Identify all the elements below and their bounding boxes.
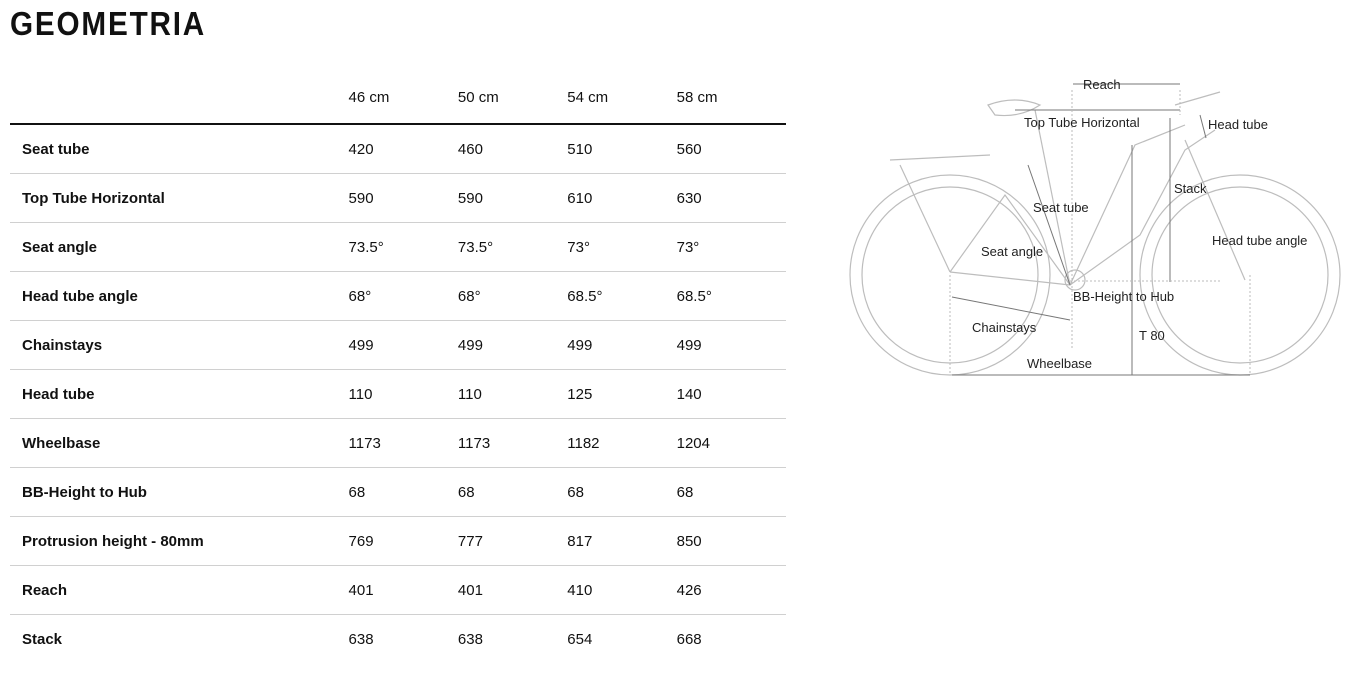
cell-value: 410 xyxy=(567,565,677,615)
row-label: Stack xyxy=(22,630,63,648)
row-label: Seat tube xyxy=(10,124,349,174)
column-header: 50 cm xyxy=(457,72,568,125)
cell-value: 68.5° xyxy=(676,271,786,321)
table-row: BB-Height to Hub 68 68 68 68 xyxy=(10,467,786,517)
row-label: Seat angle xyxy=(10,222,349,272)
cell-value: 110 xyxy=(457,369,568,419)
geometry-table: 46 cm 50 cm 54 cm 58 cm Seat tube 420 460 5… xyxy=(10,72,786,663)
cell-value: 1173 xyxy=(457,418,568,468)
cell-value: 73.5° xyxy=(457,222,568,272)
cell-value: 401 xyxy=(457,565,568,615)
cell-value: 68.5° xyxy=(567,271,677,321)
cell-value: 401 xyxy=(348,565,458,615)
cell-value: 73.5° xyxy=(348,222,458,272)
table-row: Stack 638 638 654 668 xyxy=(10,615,786,664)
cell-value: 68 xyxy=(676,467,786,517)
cell-value: 73° xyxy=(676,222,786,272)
cell-value: 668 xyxy=(676,630,702,648)
table-row: Chainstays 499 499 499 499 xyxy=(10,320,786,370)
label-head-tube-angle: Head tube angle xyxy=(1212,233,1308,248)
cell-value: 630 xyxy=(676,173,786,223)
label-seat-angle: Seat angle xyxy=(981,244,1044,259)
table-row: Seat tube 420 460 510 560 xyxy=(10,124,786,174)
cell-value: 590 xyxy=(348,173,458,223)
cell-value: 1182 xyxy=(567,418,677,468)
cell-value: 73° xyxy=(567,222,677,272)
cell-value: 499 xyxy=(348,320,458,370)
bike-geometry-diagram: Reach Top Tube Horizontal Head tube Stac… xyxy=(840,70,1350,390)
page-title: GEOMETRIA xyxy=(10,5,207,42)
label-t80: T 80 xyxy=(1139,328,1165,343)
row-label: Protrusion height - 80mm xyxy=(10,516,349,566)
cell-value: 68° xyxy=(348,271,458,321)
table-row: Head tube angle 68° 68° 68.5° 68.5° xyxy=(10,271,786,321)
label-reach: Reach xyxy=(1083,77,1121,92)
cell-value: 460 xyxy=(457,124,568,174)
column-header: 54 cm xyxy=(567,72,677,125)
bike-illustration xyxy=(849,83,1341,376)
cell-value: 426 xyxy=(676,565,786,615)
cell-value: 590 xyxy=(457,173,568,223)
cell-value: 510 xyxy=(567,124,677,174)
table-row: Wheelbase 1173 1173 1182 1204 xyxy=(10,418,786,468)
label-head-tube: Head tube xyxy=(1208,117,1268,132)
cell-value: 560 xyxy=(676,124,786,174)
cell-value: 638 xyxy=(348,630,374,648)
cell-value: 638 xyxy=(457,630,483,648)
column-header xyxy=(10,72,349,125)
cell-value: 1204 xyxy=(676,418,786,468)
row-label: Head tube angle xyxy=(10,271,349,321)
cell-value: 68 xyxy=(567,467,677,517)
cell-value: 610 xyxy=(567,173,677,223)
table-row: Protrusion height - 80mm 769 777 817 850 xyxy=(10,516,786,566)
cell-value: 1173 xyxy=(348,418,458,468)
row-label: Top Tube Horizontal xyxy=(10,173,349,223)
label-chainstays: Chainstays xyxy=(972,320,1037,335)
row-label: BB-Height to Hub xyxy=(10,467,349,517)
label-stack: Stack xyxy=(1174,181,1207,196)
row-label: Wheelbase xyxy=(10,418,349,468)
cell-value: 68 xyxy=(348,467,458,517)
cell-value: 68° xyxy=(457,271,568,321)
table-row: Head tube 110 110 125 140 xyxy=(10,369,786,419)
column-header: 58 cm xyxy=(676,72,786,125)
cell-value: 850 xyxy=(676,516,786,566)
cell-value: 140 xyxy=(676,369,786,419)
label-bb-height: BB-Height to Hub xyxy=(1073,289,1175,304)
cell-value: 817 xyxy=(567,516,677,566)
cell-value: 769 xyxy=(348,516,458,566)
cell-value: 68 xyxy=(457,467,568,517)
row-label: Head tube xyxy=(10,369,349,419)
table-row: Seat angle 73.5° 73.5° 73° 73° xyxy=(10,222,786,272)
label-wheelbase: Wheelbase xyxy=(1027,356,1093,371)
column-header: 46 cm xyxy=(348,72,458,125)
cell-value: 125 xyxy=(567,369,677,419)
row-label: Reach xyxy=(10,565,349,615)
cell-value: 420 xyxy=(348,124,458,174)
cell-value: 654 xyxy=(567,630,593,648)
cell-value: 777 xyxy=(457,516,568,566)
label-seat-tube: Seat tube xyxy=(1033,200,1089,215)
label-top-tube: Top Tube Horizontal xyxy=(1024,115,1140,130)
table-row: Reach 401 401 410 426 xyxy=(10,565,786,615)
cell-value: 110 xyxy=(348,369,458,419)
cell-value: 499 xyxy=(457,320,568,370)
row-label: Chainstays xyxy=(10,320,349,370)
table-row: Top Tube Horizontal 590 590 610 630 xyxy=(10,173,786,223)
table-header-row: 46 cm 50 cm 54 cm 58 cm xyxy=(10,72,786,125)
cell-value: 499 xyxy=(676,320,786,370)
cell-value: 499 xyxy=(567,320,677,370)
